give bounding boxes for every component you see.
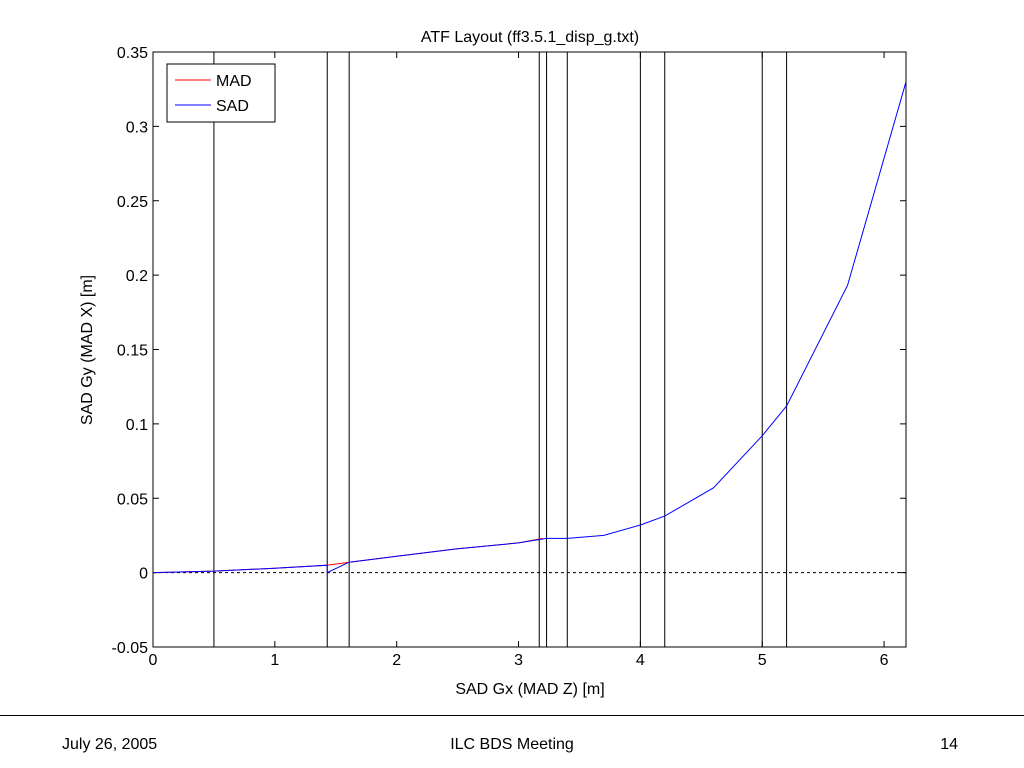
x-tick-label: 3 bbox=[514, 652, 523, 669]
footer-date: July 26, 2005 bbox=[62, 736, 158, 753]
footer-event-title: ILC BDS Meeting bbox=[450, 736, 574, 753]
x-tick-label: 5 bbox=[758, 652, 767, 669]
series-line-mad bbox=[152, 537, 543, 574]
y-tick-label: 0 bbox=[139, 566, 148, 583]
y-tick-label: 0.35 bbox=[117, 45, 148, 62]
footer-divider bbox=[0, 715, 1024, 716]
legend-label-sad: SAD bbox=[216, 98, 249, 115]
y-tick-label: 0.3 bbox=[126, 119, 148, 136]
legend-label-mad: MAD bbox=[216, 73, 252, 90]
y-tick-label: 0.05 bbox=[117, 491, 148, 508]
y-tick-label: 0.1 bbox=[126, 417, 148, 434]
x-axis-label: SAD Gx (MAD Z) [m] bbox=[455, 681, 604, 698]
y-tick-label: 0.25 bbox=[117, 194, 148, 211]
x-tick-label: 4 bbox=[636, 652, 645, 669]
x-tick-label: 1 bbox=[270, 652, 279, 669]
y-tick-label: -0.05 bbox=[112, 640, 149, 657]
atf-layout-chart: ATF Layout (ff3.5.1_disp_g.txt) SAD Gx (… bbox=[79, 29, 907, 698]
plot-area: 0 1 2 3 4 5 6-0.0500.050.10.150.20.250.30.35MA… bbox=[112, 45, 907, 669]
axes-frame bbox=[152, 51, 907, 648]
y-tick-label: 0.15 bbox=[117, 343, 148, 360]
series-line-sad bbox=[152, 81, 907, 574]
y-tick-label: 0.2 bbox=[126, 268, 148, 285]
legend-box bbox=[166, 63, 276, 123]
footer-page-number: 14 bbox=[940, 736, 958, 753]
chart-title: ATF Layout (ff3.5.1_disp_g.txt) bbox=[421, 29, 639, 46]
x-tick-label: 0 bbox=[149, 652, 158, 669]
x-tick-label: 2 bbox=[392, 652, 401, 669]
y-axis-label: SAD Gy (MAD X) [m] bbox=[79, 275, 96, 425]
x-tick-label: 6 bbox=[880, 652, 889, 669]
